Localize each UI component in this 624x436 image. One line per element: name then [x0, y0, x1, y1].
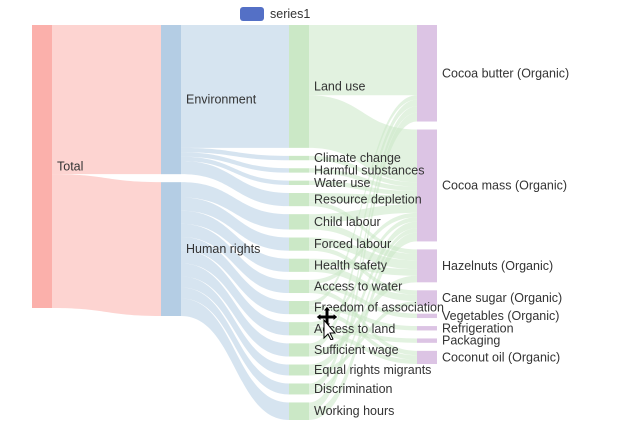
sankey-node-label: Freedom of association	[314, 301, 444, 315]
sankey-node[interactable]	[417, 129, 437, 242]
sankey-node-label: Sufficient wage	[314, 343, 399, 357]
sankey-node[interactable]	[289, 155, 309, 161]
sankey-node-label: Coconut oil (Organic)	[442, 350, 560, 364]
sankey-link[interactable]	[309, 204, 417, 223]
sankey-link[interactable]	[52, 25, 161, 175]
sankey-node[interactable]	[289, 364, 309, 376]
sankey-link[interactable]	[309, 106, 417, 391]
sankey-link[interactable]	[181, 250, 289, 336]
sankey-node[interactable]	[289, 322, 309, 336]
sankey-node-label: Discrimination	[314, 382, 393, 396]
sankey-node[interactable]	[417, 290, 437, 306]
sankey-node-label: Water use	[314, 176, 371, 190]
sankey-link[interactable]	[309, 330, 417, 364]
sankey-node-label: Cocoa mass (Organic)	[442, 178, 567, 192]
sankey-node[interactable]	[417, 338, 437, 343]
sankey-node[interactable]	[417, 350, 437, 364]
sankey-link[interactable]	[309, 112, 417, 412]
sankey-node[interactable]	[32, 25, 52, 308]
legend-swatch[interactable]	[240, 7, 264, 21]
sankey-node[interactable]	[289, 168, 309, 173]
sankey-link[interactable]	[181, 25, 289, 148]
mouse-cursor-icon	[316, 306, 338, 340]
sankey-node-label: Packaging	[442, 334, 500, 348]
sankey-node-label: Access to water	[314, 279, 402, 293]
legend[interactable]: series1	[240, 7, 310, 21]
sankey-node[interactable]	[417, 326, 437, 331]
sankey-link[interactable]	[309, 258, 417, 276]
sankey-node[interactable]	[417, 313, 437, 319]
sankey-link[interactable]	[52, 174, 161, 316]
sankey-node-label: Hazelnuts (Organic)	[442, 259, 553, 273]
sankey-link[interactable]	[309, 180, 417, 196]
sankey-node-label: Climate change	[314, 151, 401, 165]
legend-label[interactable]: series1	[270, 7, 310, 21]
sankey-node-label: Refrigeration	[442, 321, 514, 335]
sankey-node-label: Environment	[186, 93, 257, 107]
sankey-link[interactable]	[181, 287, 289, 395]
sankey-link[interactable]	[181, 298, 289, 420]
sankey-node-label: Human rights	[186, 242, 260, 256]
sankey-nodes	[32, 25, 437, 420]
sankey-link[interactable]	[181, 197, 289, 251]
sankey-node[interactable]	[161, 182, 181, 316]
sankey-labels: Total Environment Human rights Land use Clim…	[57, 66, 569, 418]
sankey-node-label: Cane sugar (Organic)	[442, 291, 562, 305]
sankey-node-label: Equal rights migrants	[314, 363, 431, 377]
sankey-node-label: Forced labour	[314, 237, 391, 251]
sankey-node-label: Vegetables (Organic)	[442, 309, 559, 323]
sankey-link[interactable]	[181, 263, 289, 357]
sankey-node[interactable]	[289, 180, 309, 186]
sankey-link[interactable]	[309, 237, 417, 270]
sankey-node[interactable]	[289, 402, 309, 420]
sankey-link[interactable]	[309, 95, 417, 306]
sankey-link[interactable]	[181, 223, 289, 294]
sankey-link[interactable]	[181, 237, 289, 315]
sankey-node-label: Harmful substances	[314, 163, 424, 177]
sankey-node[interactable]	[289, 383, 309, 395]
sankey-link[interactable]	[309, 228, 417, 395]
sankey-node[interactable]	[289, 279, 309, 294]
sankey-node[interactable]	[289, 237, 309, 251]
sankey-node-label: Working hours	[314, 404, 394, 418]
sankey-node-label: Resource depletion	[314, 193, 422, 207]
sankey-node[interactable]	[289, 258, 309, 272]
sankey-node-label: Land use	[314, 79, 365, 93]
sankey-link[interactable]	[181, 156, 289, 186]
sankey-node-label: Child labour	[314, 215, 381, 229]
sankey-node[interactable]	[417, 249, 437, 283]
sankey-node[interactable]	[161, 25, 181, 175]
sankey-link[interactable]	[181, 182, 289, 230]
sankey-link[interactable]	[309, 25, 417, 96]
sankey-link[interactable]	[309, 95, 417, 183]
sankey-link[interactable]	[181, 152, 289, 173]
sankey-link[interactable]	[181, 276, 289, 376]
sankey-node[interactable]	[289, 25, 309, 148]
sankey-link[interactable]	[181, 210, 289, 272]
sankey-link[interactable]	[309, 155, 417, 187]
sankey-link[interactable]	[309, 217, 417, 327]
sankey-node-label: Cocoa butter (Organic)	[442, 66, 569, 80]
sankey-links	[52, 25, 417, 420]
sankey-link[interactable]	[309, 275, 417, 357]
sankey-link[interactable]	[181, 147, 289, 161]
sankey-node[interactable]	[289, 301, 309, 315]
sankey-node-label: Total	[57, 160, 83, 174]
sankey-link[interactable]	[309, 99, 417, 350]
sankey-node[interactable]	[289, 193, 309, 207]
sankey-link[interactable]	[309, 222, 417, 261]
sankey-node[interactable]	[417, 25, 437, 122]
sankey-node-label: Health safety	[314, 258, 388, 272]
sankey-node[interactable]	[289, 343, 309, 357]
sankey-link[interactable]	[309, 232, 417, 420]
sankey-link[interactable]	[181, 161, 289, 207]
sankey-link[interactable]	[309, 326, 417, 343]
sankey-link[interactable]	[309, 284, 417, 319]
sankey-link[interactable]	[309, 168, 417, 191]
sankey-link[interactable]	[309, 221, 417, 372]
sankey-node[interactable]	[289, 214, 309, 230]
sankey-link[interactable]	[309, 301, 417, 376]
